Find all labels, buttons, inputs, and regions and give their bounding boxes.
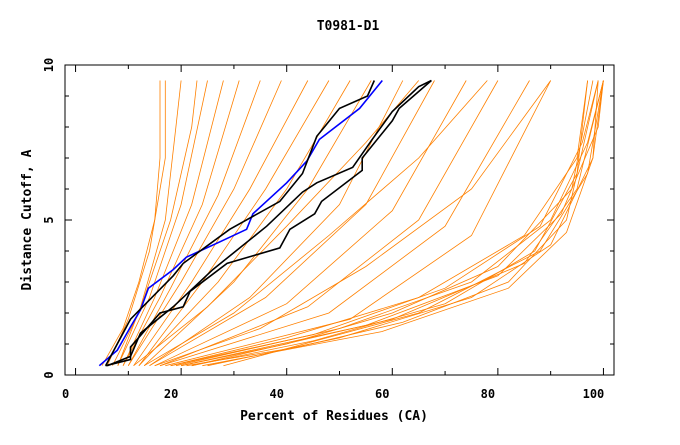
y-tick-label: 10	[42, 58, 56, 72]
model-line	[175, 80, 604, 367]
model-line	[133, 80, 420, 367]
model-line	[223, 80, 604, 367]
y-tick-label: 5	[42, 216, 56, 223]
axes: 0 20 40 60 80 100 0 5 10	[42, 58, 615, 401]
y-tick-label: 0	[42, 371, 56, 378]
model-line	[127, 80, 261, 366]
model-line	[127, 80, 282, 366]
model-line	[159, 80, 499, 367]
x-tick-label: 0	[62, 387, 69, 401]
model-line	[106, 80, 166, 366]
highlight-line-blue	[98, 79, 383, 367]
highlight-line-black	[104, 80, 376, 367]
model-line	[117, 80, 208, 366]
model-line	[143, 80, 488, 367]
x-tick-label: 100	[583, 387, 605, 401]
model-line	[191, 80, 588, 367]
x-tick-label: 40	[269, 387, 283, 401]
model-line	[122, 80, 224, 366]
x-tick-label: 60	[375, 387, 389, 401]
model-line	[112, 80, 182, 366]
model-line	[154, 80, 552, 367]
model-line	[191, 80, 604, 367]
model-line	[143, 80, 372, 366]
model-line	[154, 80, 467, 367]
model-line	[202, 80, 599, 367]
model-line	[117, 80, 198, 366]
model-line	[149, 80, 435, 367]
model-line	[149, 80, 404, 367]
model-line	[159, 80, 530, 367]
x-tick-label: 80	[481, 387, 495, 401]
y-axis-label: Distance Cutoff, A	[20, 149, 35, 290]
x-axis-label: Percent of Residues (CA)	[240, 409, 428, 424]
model-line	[186, 80, 599, 367]
model-line	[165, 80, 552, 367]
highlight-line-black	[106, 79, 432, 367]
chart-title: T0981-D1	[317, 19, 380, 34]
plot-lines	[98, 79, 604, 367]
x-tick-label: 20	[164, 387, 178, 401]
model-line	[101, 80, 161, 366]
model-line	[170, 80, 588, 367]
